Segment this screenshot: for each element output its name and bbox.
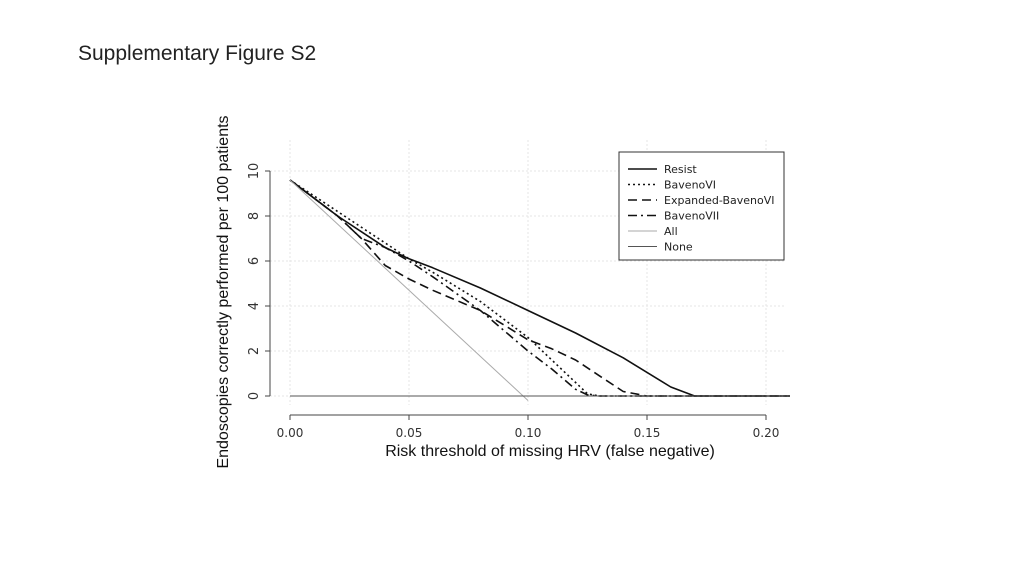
series-line-bavenovi bbox=[289, 179, 790, 397]
legend-label: BavenoVII bbox=[664, 210, 719, 223]
series-line-resist bbox=[289, 179, 790, 397]
legend-label: Expanded-BavenoVI bbox=[664, 194, 775, 207]
legend-label: Resist bbox=[664, 163, 697, 176]
x-tick-label: 0.05 bbox=[396, 426, 423, 440]
legend-box bbox=[618, 151, 785, 261]
legend-label: BavenoVI bbox=[664, 179, 716, 192]
slide-title: Supplementary Figure S2 bbox=[78, 42, 317, 65]
x-axis-label: Risk threshold of missing HRV (false neg… bbox=[385, 443, 715, 460]
series-layer bbox=[289, 179, 790, 401]
y-tick-label: 6 bbox=[247, 257, 262, 265]
y-tick-label: 8 bbox=[247, 212, 262, 220]
y-tick-label: 0 bbox=[247, 392, 262, 400]
x-tick-label: 0.15 bbox=[634, 426, 661, 440]
y-tick-label: 10 bbox=[247, 163, 262, 180]
legend-label: None bbox=[664, 241, 693, 254]
y-tick-label: 4 bbox=[247, 302, 262, 310]
series-line-bavenovii bbox=[289, 179, 790, 397]
series-line-expanded-bavenovi bbox=[289, 179, 790, 397]
legend: Resist BavenoVI Expanded-BavenoVI BavenoVII… bbox=[618, 151, 785, 261]
grid-layer bbox=[270, 140, 785, 405]
axis-layer: 0.00 0.05 0.10 0.15 0.20 0 2 4 6 8 10 bbox=[247, 163, 779, 440]
y-tick-label: 2 bbox=[247, 347, 262, 355]
x-tick-label: 0.00 bbox=[277, 426, 304, 440]
series-line-all bbox=[289, 179, 529, 401]
legend-label: All bbox=[664, 225, 678, 238]
x-tick-label: 0.20 bbox=[753, 426, 780, 440]
x-tick-label: 0.10 bbox=[515, 426, 542, 440]
